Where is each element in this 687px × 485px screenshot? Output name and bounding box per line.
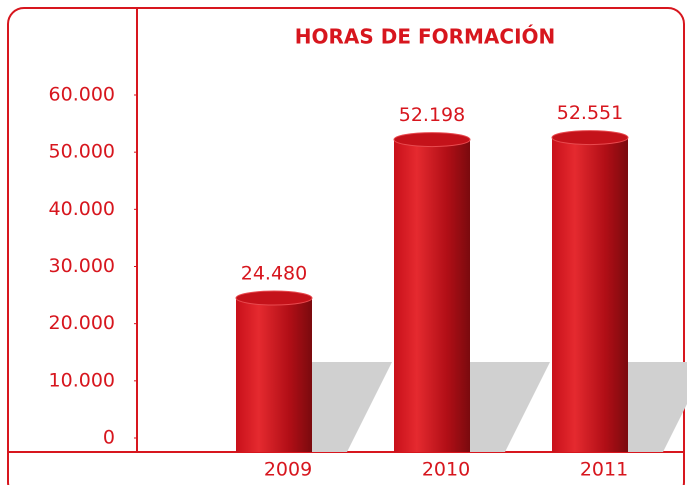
bar-shadow [312, 362, 392, 452]
bar [236, 298, 312, 452]
bar-top [551, 130, 629, 146]
bar-top [235, 290, 313, 306]
x-tick-label: 2011 [580, 459, 628, 481]
bar-shadow [628, 362, 687, 452]
y-tick-label: 60.000 [49, 84, 115, 106]
bar [552, 137, 628, 453]
frame [7, 7, 685, 485]
bar-shadow [470, 362, 550, 452]
bar-top [393, 132, 471, 148]
y-tick-label: 20.000 [49, 312, 115, 334]
x-tick-label: 2010 [422, 459, 470, 481]
y-tick-label: 30.000 [49, 255, 115, 277]
y-tick-label: 0 [103, 427, 115, 449]
data-label: 52.551 [557, 102, 623, 124]
y-tick-label: 40.000 [49, 198, 115, 220]
chart-title: HORAS DE FORMACIÓN [295, 25, 556, 49]
bar [394, 139, 470, 452]
data-label: 24.480 [241, 263, 307, 285]
y-tick-label: 10.000 [49, 369, 115, 391]
data-label: 52.198 [399, 104, 465, 126]
x-tick-label: 2009 [264, 459, 312, 481]
y-tick-label: 50.000 [49, 141, 115, 163]
